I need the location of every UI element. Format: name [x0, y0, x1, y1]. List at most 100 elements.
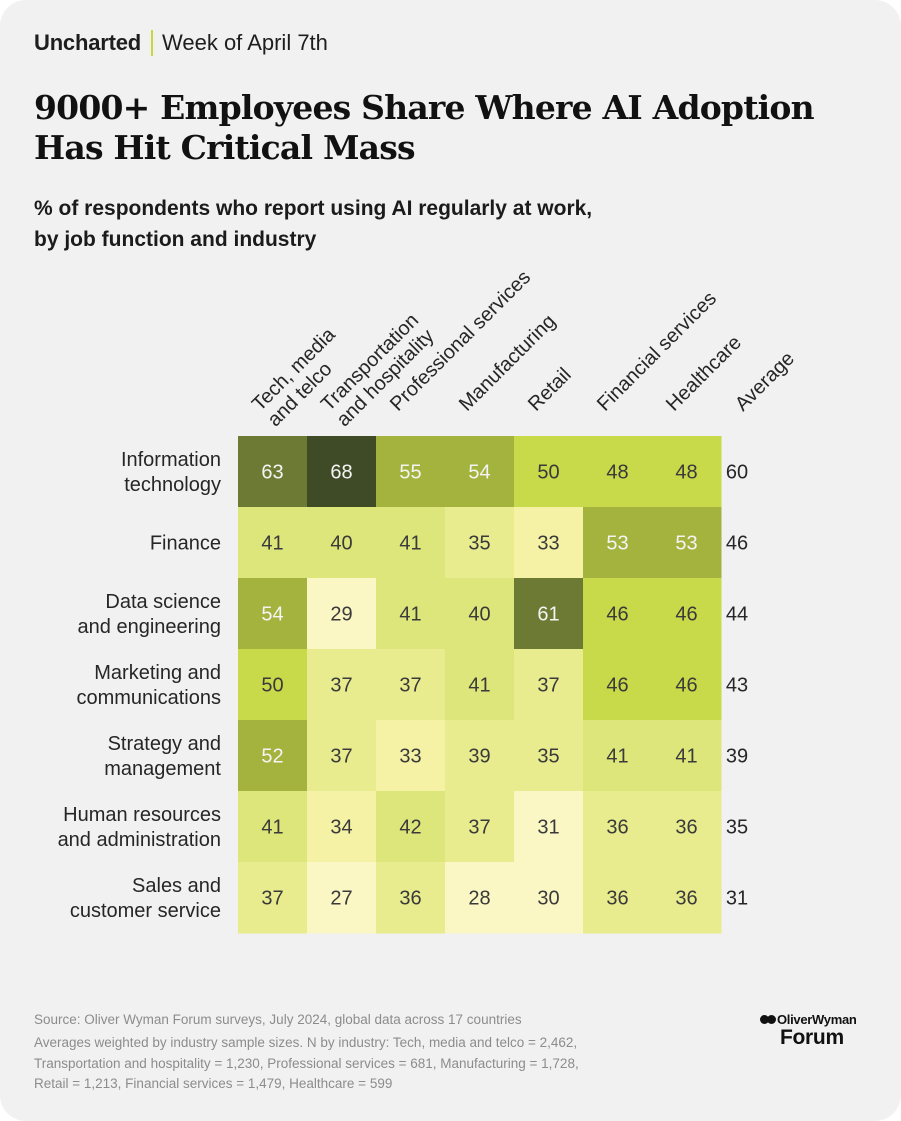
row-average-value: 60: [726, 462, 748, 484]
cell-value: 37: [468, 817, 490, 839]
cell-value: 40: [330, 533, 352, 555]
cell-value: 36: [675, 888, 697, 910]
title-line-1: 9000+ Employees Share Where AI Adoption: [34, 88, 815, 127]
row-label-line: Marketing and: [94, 662, 221, 684]
cell-value: 37: [330, 746, 352, 768]
heatmap-cell: [583, 791, 653, 863]
row-label-line: management: [104, 758, 221, 780]
cell-value: 53: [675, 533, 697, 555]
cell-value: 41: [675, 746, 697, 768]
cell-value: 63: [261, 462, 283, 484]
heatmap-cell: [652, 436, 722, 508]
cell-value: 37: [330, 675, 352, 697]
heatmap-cell: [376, 862, 446, 934]
average-column-header: Average: [731, 348, 799, 416]
cell-value: 40: [468, 604, 490, 626]
heatmap-cell: [376, 791, 446, 863]
row-label-line: and administration: [58, 829, 221, 851]
cell-value: 46: [675, 604, 697, 626]
heatmap-cell: [238, 436, 308, 508]
row-average-value: 39: [726, 746, 748, 768]
heatmap-cell: [238, 720, 308, 792]
column-header-line: Financial services: [593, 288, 721, 416]
cell-value: 46: [606, 675, 628, 697]
heatmap-cell: [445, 791, 515, 863]
heatmap-cell: [238, 791, 308, 863]
cell-value: 37: [261, 888, 283, 910]
heatmap-cell: [652, 862, 722, 934]
cell-value: 34: [330, 817, 352, 839]
cell-value: 36: [606, 888, 628, 910]
heatmap-cell: [307, 578, 377, 650]
week-label: Week of April 7th: [162, 30, 328, 55]
heatmap-cell: [583, 720, 653, 792]
row-average-value: 44: [726, 604, 748, 626]
row-label: Data science and engineering: [78, 591, 221, 638]
heatmap-cell: [583, 578, 653, 650]
cell-value: 46: [675, 675, 697, 697]
heatmap-cell: [652, 791, 722, 863]
cell-value: 46: [606, 604, 628, 626]
heatmap-cell: [514, 649, 584, 721]
row-average-value: 31: [726, 888, 748, 910]
cell-value: 28: [468, 888, 490, 910]
row-label-line: customer service: [70, 900, 221, 922]
heatmap-cell: [445, 649, 515, 721]
row-label: Human resources and administration: [58, 804, 221, 851]
heatmap-cell: [307, 791, 377, 863]
heatmap-cell: [445, 436, 515, 508]
heatmap-cell: [376, 720, 446, 792]
logo-bottom-text: Forum: [780, 1026, 844, 1049]
cell-value: 29: [330, 604, 352, 626]
row-label-line: and engineering: [78, 616, 221, 638]
note-line-1: Averages weighted by industry sample siz…: [34, 1035, 578, 1050]
heatmap-cell: [514, 791, 584, 863]
cell-value: 52: [261, 746, 283, 768]
heatmap-cell: [583, 649, 653, 721]
sample-notes: Averages weighted by industry sample siz…: [34, 1033, 654, 1095]
heatmap-cell: [307, 862, 377, 934]
row-label-line: technology: [124, 474, 221, 496]
cell-value: 35: [537, 746, 559, 768]
heatmap-cell: [376, 436, 446, 508]
header-topline: Uncharted Week of April 7th: [34, 30, 328, 56]
heatmap-cell: [307, 649, 377, 721]
row-label-line: Strategy and: [108, 733, 221, 755]
row-label: Sales and customer service: [70, 875, 221, 922]
heatmap-cell: [652, 507, 722, 579]
row-label-line: Data science: [105, 591, 221, 613]
heatmap-cell: [307, 720, 377, 792]
cell-value: 37: [399, 675, 421, 697]
source-note: Source: Oliver Wyman Forum surveys, July…: [34, 1012, 522, 1027]
cell-value: 41: [468, 675, 490, 697]
brand-name: Uncharted: [34, 30, 141, 55]
cell-value: 41: [261, 817, 283, 839]
note-line-3: Retail = 1,213, Financial services = 1,4…: [34, 1076, 393, 1091]
cell-value: 33: [537, 533, 559, 555]
heatmap-cell: [445, 720, 515, 792]
cell-value: 30: [537, 888, 559, 910]
heatmap-cell: [238, 862, 308, 934]
note-line-2: Transportation and hospitality = 1,230, …: [34, 1055, 579, 1071]
cell-value: 27: [330, 888, 352, 910]
cell-value: 50: [261, 675, 283, 697]
cell-value: 54: [468, 462, 490, 484]
row-label: Information technology: [121, 449, 221, 496]
heatmap-cell: [307, 507, 377, 579]
cell-value: 37: [537, 675, 559, 697]
cell-value: 50: [537, 462, 559, 484]
cell-value: 55: [399, 462, 421, 484]
cell-value: 33: [399, 746, 421, 768]
row-label-line: Information: [121, 449, 221, 471]
cell-value: 41: [399, 604, 421, 626]
cell-value: 41: [399, 533, 421, 555]
heatmap-cell: [514, 578, 584, 650]
title-line-2: Has Hit Critical Mass: [34, 128, 416, 167]
cell-value: 31: [537, 817, 559, 839]
heatmap-cell: [514, 436, 584, 508]
chart-subtitle: % of respondents who report using AI reg…: [34, 193, 854, 255]
row-label-line: communications: [76, 687, 221, 709]
row-label: Marketing and communications: [76, 662, 221, 709]
row-label-line: Sales and: [132, 875, 221, 897]
cell-value: 61: [537, 604, 559, 626]
